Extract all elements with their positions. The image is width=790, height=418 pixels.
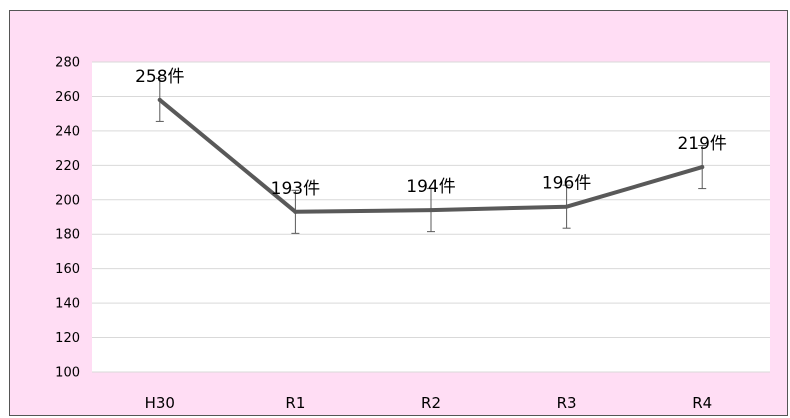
data-label: 196件 [542, 174, 591, 194]
data-point [700, 165, 705, 170]
y-tick-label: 180 [55, 228, 80, 243]
x-tick-label: R2 [421, 394, 441, 412]
series-line-layer [157, 97, 705, 214]
x-tick-label: R1 [285, 394, 305, 412]
y-tick-label: 120 [55, 331, 80, 346]
y-tick-label: 100 [55, 366, 80, 381]
data-point [564, 204, 569, 209]
y-tick-label: 260 [55, 90, 80, 105]
data-label: 258件 [135, 67, 184, 87]
data-labels: 258件 193件 194件 196件 219件 [135, 67, 727, 199]
y-tick-label: 140 [55, 297, 80, 312]
y-tick-label: 200 [55, 193, 80, 208]
data-point [429, 208, 433, 213]
y-tick-label: 160 [55, 262, 80, 277]
y-tick-label: 280 [55, 56, 80, 71]
x-axis-ticks: H30 R1 R2 R3 R4 [145, 394, 713, 412]
data-label: 194件 [406, 177, 455, 197]
y-axis-ticks: 100 120 140 160 180 200 220 240 260 280 [55, 56, 80, 381]
x-tick-label: R3 [557, 394, 577, 412]
error-bars [155, 77, 707, 234]
data-point [157, 97, 162, 102]
data-label: 219件 [677, 134, 726, 154]
data-point [293, 209, 298, 214]
y-tick-label: 220 [55, 159, 80, 174]
x-tick-label: H30 [145, 394, 175, 412]
data-label: 193件 [271, 179, 320, 199]
y-tick-label: 240 [55, 124, 80, 139]
x-tick-label: R4 [692, 394, 712, 412]
